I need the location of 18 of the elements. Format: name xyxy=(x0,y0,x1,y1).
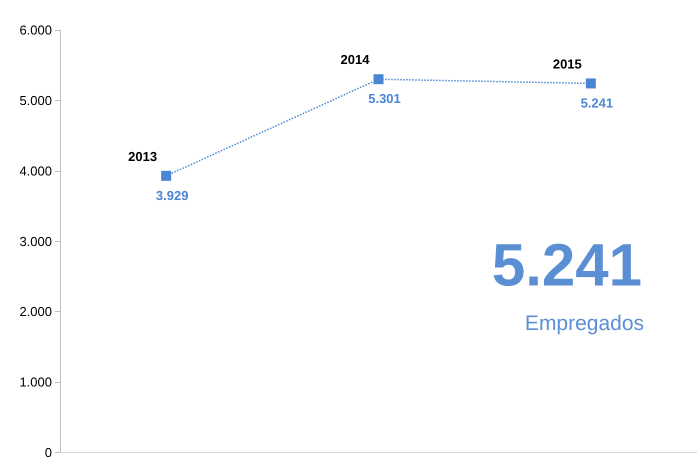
y-tick-label: 2.000 xyxy=(19,304,52,320)
y-tick-label: 4.000 xyxy=(19,163,52,178)
x-tick-label: 2013 xyxy=(128,148,158,164)
x-tick-label: 2014 xyxy=(340,52,370,68)
data-label: 5.301 xyxy=(368,91,401,106)
annotation: 5.241 xyxy=(492,232,642,298)
y-tick-label: 1.000 xyxy=(19,374,52,390)
y-tick-label: 5.000 xyxy=(19,92,52,108)
y-tick-label: 0 xyxy=(44,445,52,459)
point xyxy=(161,170,172,181)
data-label: 3.929 xyxy=(156,188,188,203)
annotation: Empregados xyxy=(524,312,644,335)
y-tick-label: 3.000 xyxy=(19,234,52,249)
x-tick-label: 2015 xyxy=(552,56,582,72)
point xyxy=(586,78,596,88)
point xyxy=(374,74,384,84)
y-tick-label: 6.000 xyxy=(19,22,52,38)
data-label: 5.241 xyxy=(580,95,614,110)
